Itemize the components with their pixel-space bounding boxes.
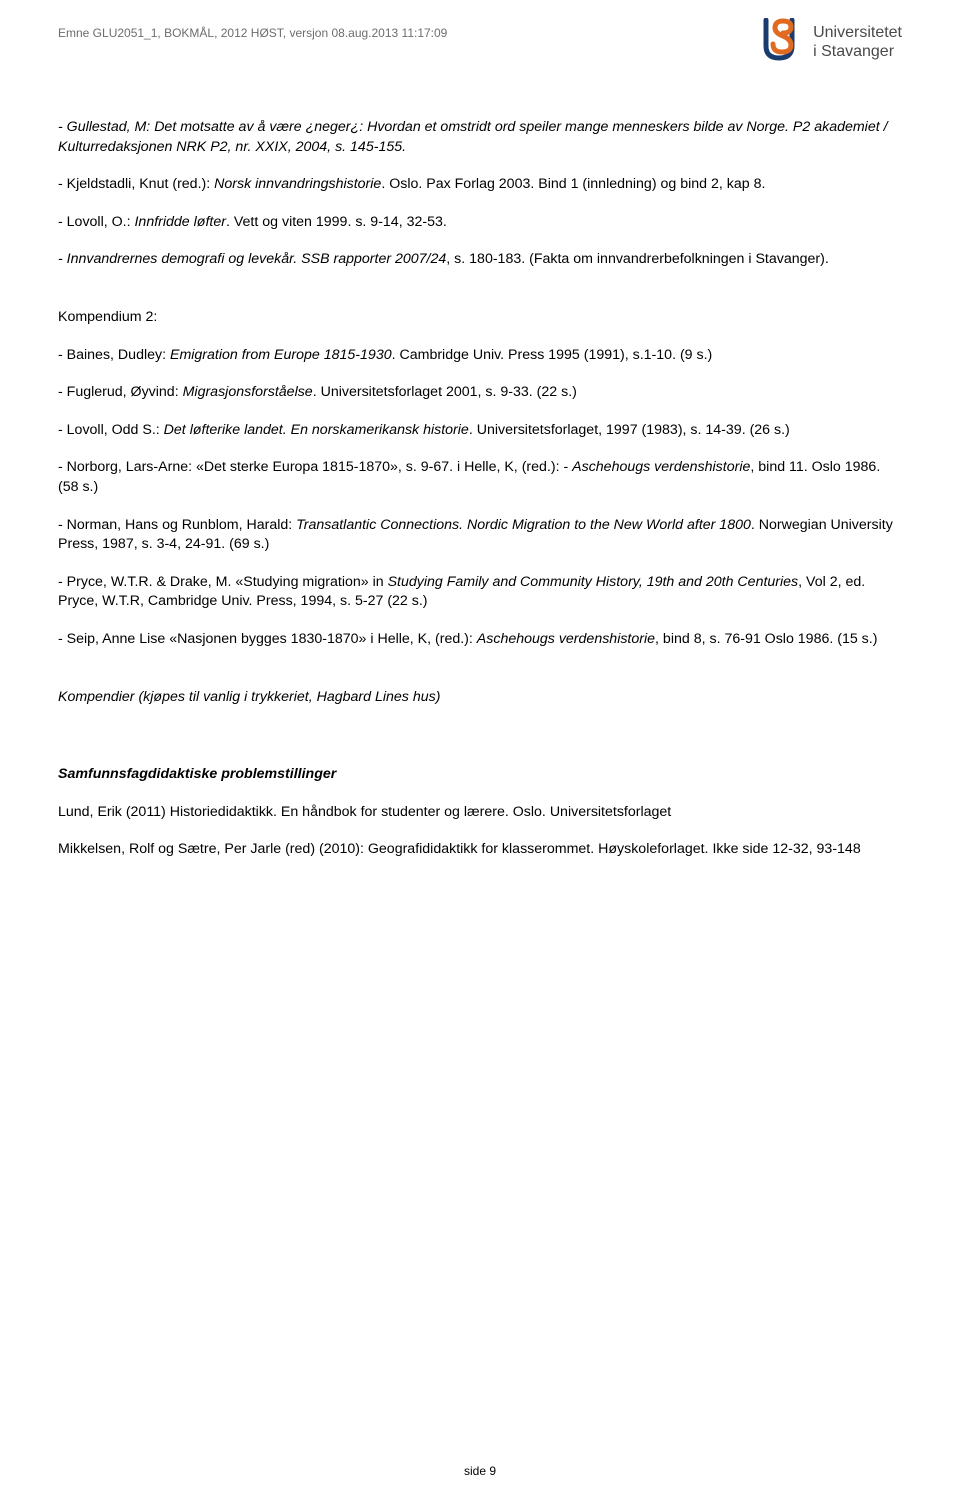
ref-title: Migrasjonsforståelse xyxy=(183,384,313,400)
ref-title: Det løfterike landet. En norskamerikansk… xyxy=(164,422,469,438)
note-text: Kompendier (kjøpes til vanlig i trykkeri… xyxy=(58,689,440,705)
ref-text: - xyxy=(58,251,67,267)
header-meta: Emne GLU2051_1, BOKMÅL, 2012 HØST, versj… xyxy=(58,26,447,40)
university-logo: Universitetet i Stavanger xyxy=(755,18,902,66)
ref-text: , bind 8, s. 76-91 Oslo 1986. (15 s.) xyxy=(655,631,877,647)
ref-title: Norsk innvandringshistorie xyxy=(214,176,381,192)
uni-line2: i Stavanger xyxy=(813,42,902,61)
ref-text: , s. 180-183. (Fakta om innvandrerbefolk… xyxy=(446,251,829,267)
ref-lund: Lund, Erik (2011) Historiedidaktikk. En … xyxy=(58,803,902,823)
ref-baines: - Baines, Dudley: Emigration from Europe… xyxy=(58,346,902,366)
ref-kjeldstadli: - Kjeldstadli, Knut (red.): Norsk innvan… xyxy=(58,175,902,195)
ref-lovoll-odd: - Lovoll, Odd S.: Det løfterike landet. … xyxy=(58,421,902,441)
ref-norman: - Norman, Hans og Runblom, Harald: Trans… xyxy=(58,516,902,555)
ref-seip: - Seip, Anne Lise «Nasjonen bygges 1830-… xyxy=(58,630,902,650)
ref-norborg: - Norborg, Lars-Arne: «Det sterke Europa… xyxy=(58,458,902,497)
ref-title: Innvandrernes demografi og levekår. SSB … xyxy=(67,251,447,267)
section2-title: Samfunnsfagdidaktiske problemstillinger xyxy=(58,765,902,785)
ref-mikkelsen: Mikkelsen, Rolf og Sætre, Per Jarle (red… xyxy=(58,840,902,860)
ref-title: Studying Family and Community History, 1… xyxy=(388,574,799,590)
document-body: - Gullestad, M: Det motsatte av å være ¿… xyxy=(58,118,902,878)
ref-text: - Seip, Anne Lise «Nasjonen bygges 1830-… xyxy=(58,631,477,647)
ref-text: - Lovoll, Odd S.: xyxy=(58,422,164,438)
ref-text: . Universitetsforlaget 2001, s. 9-33. (2… xyxy=(313,384,577,400)
ref-text: - Gullestad, M: Det motsatte av å være ¿… xyxy=(58,119,888,155)
ref-pryce: - Pryce, W.T.R. & Drake, M. «Studying mi… xyxy=(58,573,902,612)
ref-text: - Pryce, W.T.R. & Drake, M. «Studying mi… xyxy=(58,574,388,590)
ref-text: - Kjeldstadli, Knut (red.): xyxy=(58,176,214,192)
ref-lovoll: - Lovoll, O.: Innfridde løfter. Vett og … xyxy=(58,213,902,233)
uni-line1: Universitetet xyxy=(813,23,902,42)
ref-text: - Norborg, Lars-Arne: «Det sterke Europa… xyxy=(58,459,572,475)
kompendium2-title: Kompendium 2: xyxy=(58,308,902,328)
kompendier-note: Kompendier (kjøpes til vanlig i trykkeri… xyxy=(58,688,902,708)
page-header: Emne GLU2051_1, BOKMÅL, 2012 HØST, versj… xyxy=(58,18,902,66)
ref-text: . Oslo. Pax Forlag 2003. Bind 1 (innledn… xyxy=(381,176,765,192)
ref-text: - Lovoll, O.: xyxy=(58,214,134,230)
ref-text: . Cambridge Univ. Press 1995 (1991), s.1… xyxy=(392,347,713,363)
ref-title: Transatlantic Connections. Nordic Migrat… xyxy=(296,517,751,533)
ref-text: . Universitetsforlaget, 1997 (1983), s. … xyxy=(469,422,790,438)
ref-gullestad: - Gullestad, M: Det motsatte av å være ¿… xyxy=(58,118,902,157)
ref-title: Emigration from Europe 1815-1930 xyxy=(170,347,392,363)
ref-text: - Baines, Dudley: xyxy=(58,347,170,363)
ref-text: - Norman, Hans og Runblom, Harald: xyxy=(58,517,296,533)
ref-title: Aschehougs verdenshistorie xyxy=(572,459,750,475)
ref-text: - Fuglerud, Øyvind: xyxy=(58,384,183,400)
ref-ssb: - Innvandrernes demografi og levekår. SS… xyxy=(58,250,902,270)
university-name: Universitetet i Stavanger xyxy=(813,23,902,61)
ref-fuglerud: - Fuglerud, Øyvind: Migrasjonsforståelse… xyxy=(58,383,902,403)
uis-logo-icon xyxy=(755,18,803,66)
page-footer: side 9 xyxy=(0,1464,960,1478)
ref-title: Innfridde løfter xyxy=(134,214,225,230)
ref-title: Aschehougs verdenshistorie xyxy=(477,631,655,647)
ref-text: . Vett og viten 1999. s. 9-14, 32-53. xyxy=(226,214,447,230)
